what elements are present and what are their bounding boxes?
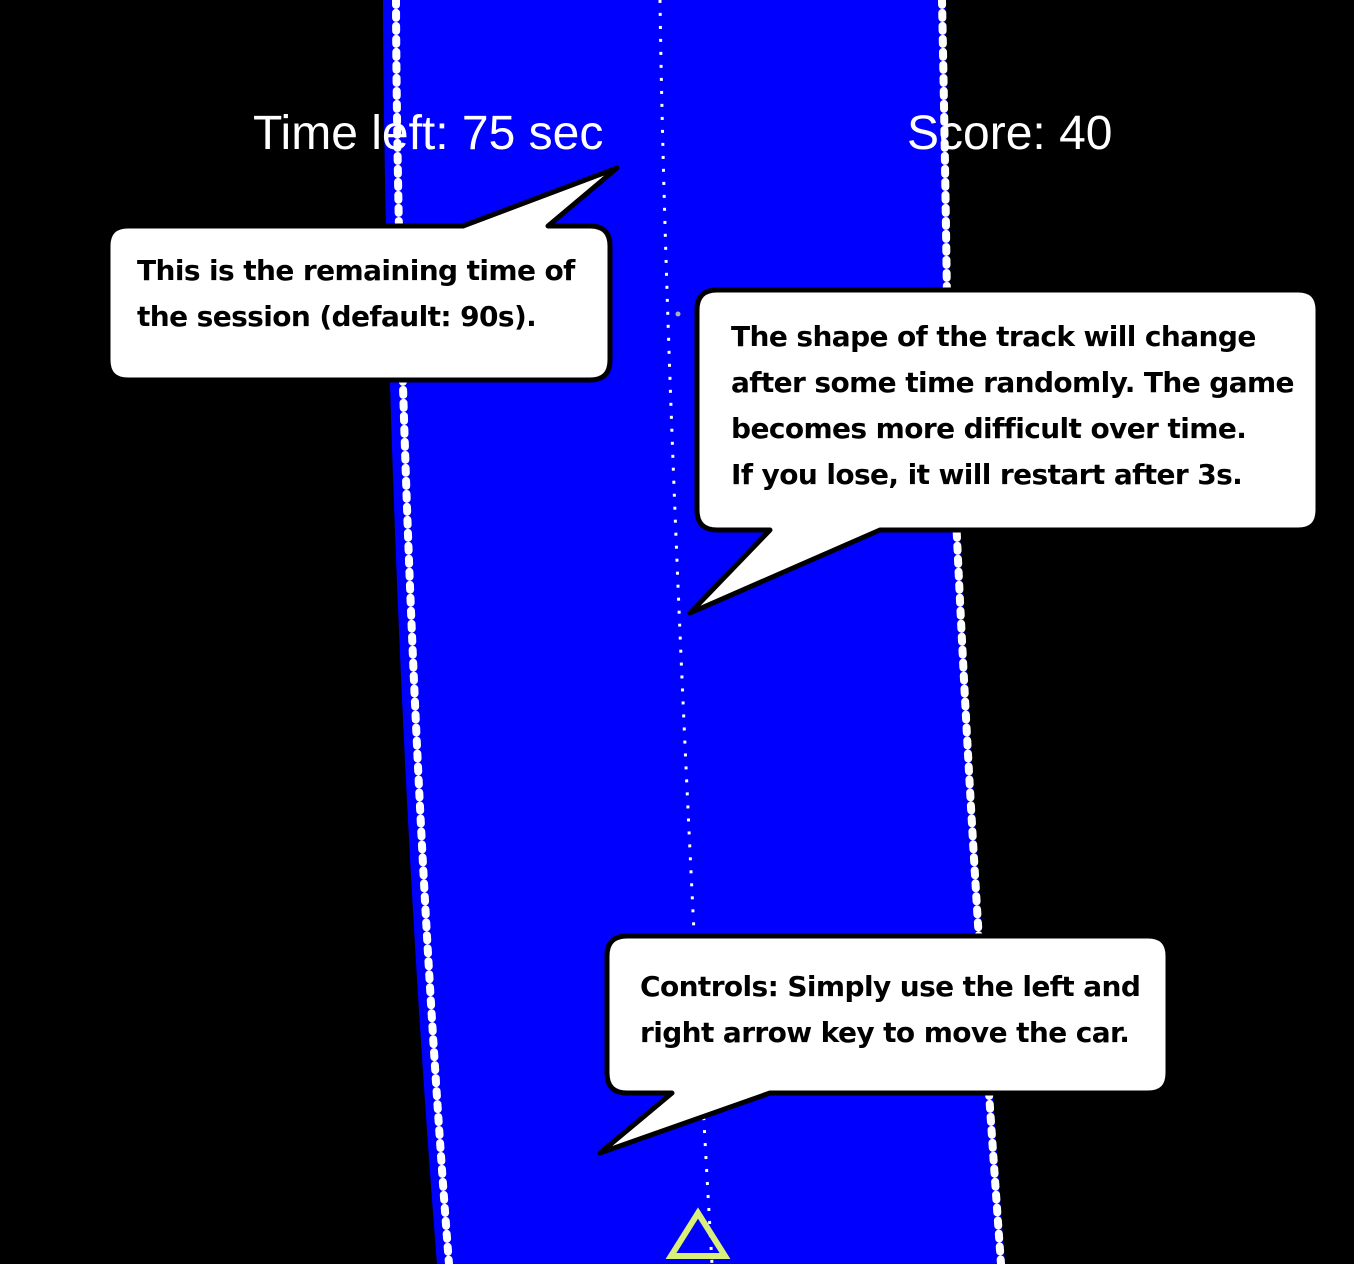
score-label: Score: 40 xyxy=(907,107,1113,160)
track-center-line xyxy=(658,0,714,1264)
player-car xyxy=(665,1207,731,1259)
time-left-label: Time left: 75 sec xyxy=(253,107,604,160)
track-left-edge xyxy=(392,0,453,1264)
callout-track-bubble xyxy=(687,287,1321,616)
track-dot xyxy=(675,311,681,317)
callout-track-line: becomes more difficult over time. xyxy=(731,412,1247,445)
callout-time-bubble xyxy=(105,165,620,383)
callout-time-text: This is the remaining time of the sessio… xyxy=(137,248,597,340)
callout-controls-line: right arrow key to move the car. xyxy=(640,1016,1130,1049)
callout-controls-bubble xyxy=(597,933,1171,1156)
callout-time-line: the session (default: 90s). xyxy=(137,300,537,333)
callout-track-line: The shape of the track will change xyxy=(731,320,1256,353)
callout-track-text: The shape of the track will change after… xyxy=(731,314,1321,498)
callout-time-line: This is the remaining time of xyxy=(137,254,575,287)
callout-track-line: If you lose, it will restart after 3s. xyxy=(731,458,1243,491)
callout-controls-text: Controls: Simply use the left and right … xyxy=(640,964,1160,1056)
callout-track-line: after some time randomly. The game xyxy=(731,366,1295,399)
callout-controls-line: Controls: Simply use the left and xyxy=(640,970,1141,1003)
